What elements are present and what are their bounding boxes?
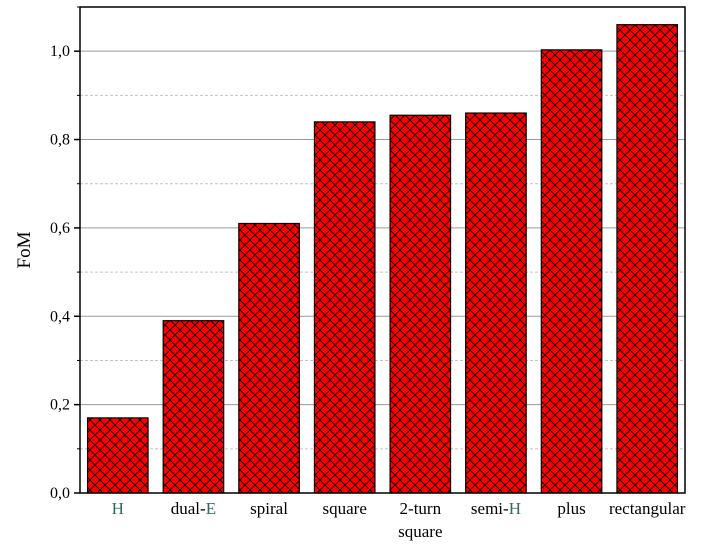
bar: [162, 320, 225, 494]
y-tick-label: 0,4: [50, 308, 70, 325]
bar: [540, 49, 603, 494]
bar: [238, 222, 300, 494]
y-tick-label: 0,6: [50, 220, 70, 237]
x-tick-label: plus: [557, 499, 585, 518]
x-tick-label: 2-turn: [400, 499, 442, 518]
bar: [465, 112, 527, 494]
x-tick-label: spiral: [250, 499, 288, 518]
y-tick-label: 0,8: [50, 132, 70, 149]
bar: [86, 417, 149, 494]
y-axis-title: FoM: [14, 231, 35, 268]
x-tick-label: dual-E: [171, 499, 216, 518]
y-tick-label: 0,2: [50, 397, 70, 414]
bar: [616, 24, 679, 494]
bar: [389, 114, 452, 494]
x-tick-label: H: [112, 499, 124, 518]
x-tick-label: square: [398, 522, 442, 541]
x-tick-label: semi-H: [471, 499, 521, 518]
y-axis: 0,0 0,2 0,4 0,6 0,8 1,0: [50, 6, 80, 502]
y-tick-label: 0,0: [50, 485, 70, 502]
x-tick-label: square: [323, 499, 367, 518]
plot-frame: [79, 6, 686, 494]
x-tick-label: rectangular: [609, 499, 686, 518]
y-tick-label: 1,0: [50, 43, 70, 60]
bars: [86, 24, 679, 494]
bar: [313, 121, 376, 494]
